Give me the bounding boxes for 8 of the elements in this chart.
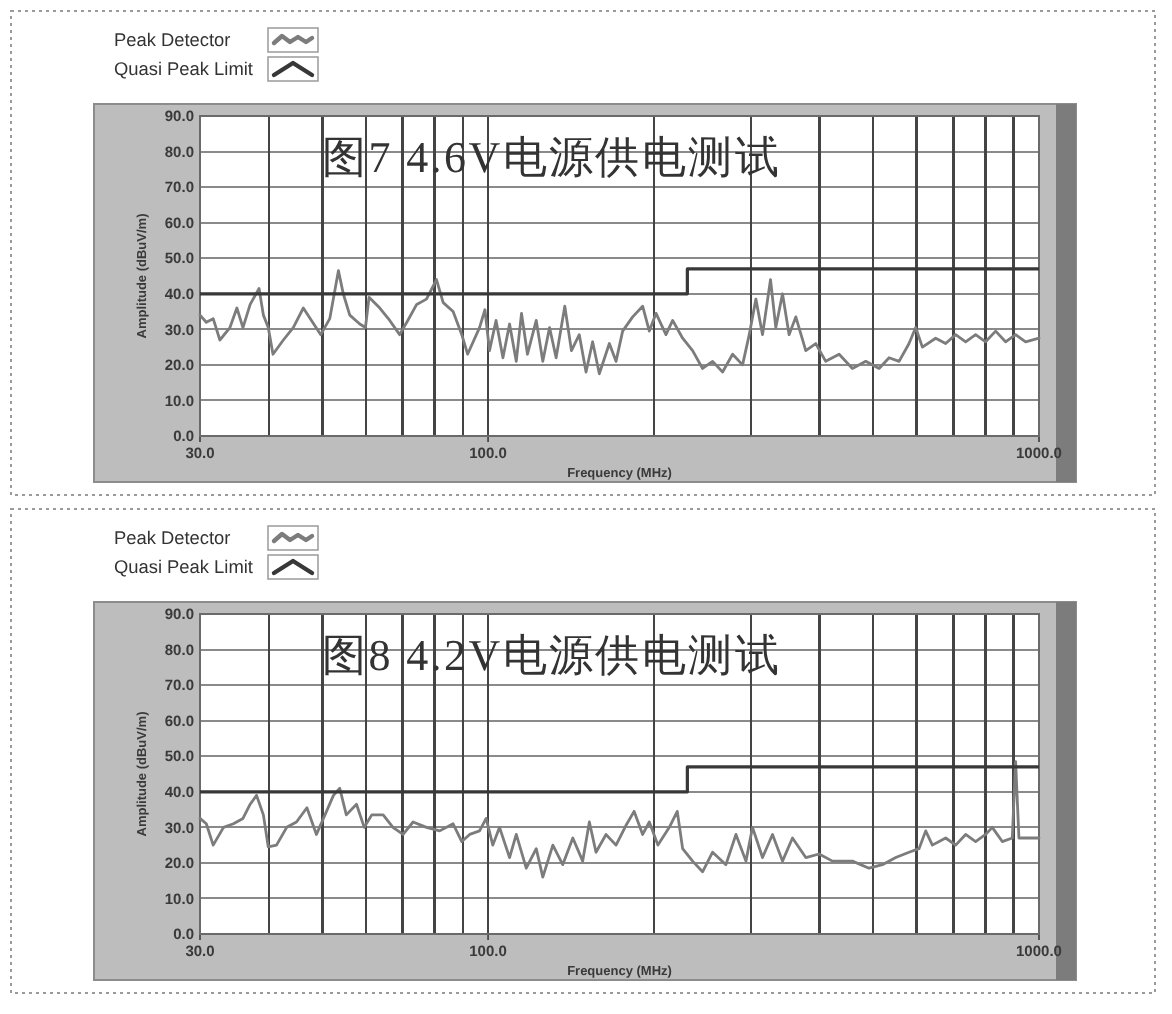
legend-label: Quasi Peak Limit [114,556,254,577]
legend-item: Peak Detector [114,525,319,551]
legend-item: Quasi Peak Limit [114,56,319,82]
legend-label: Peak Detector [114,527,231,548]
legend-label: Peak Detector [114,29,231,50]
legend-item: Quasi Peak Limit [114,554,319,580]
legend-label: Quasi Peak Limit [114,58,254,79]
legend-item: Peak Detector [114,27,319,53]
